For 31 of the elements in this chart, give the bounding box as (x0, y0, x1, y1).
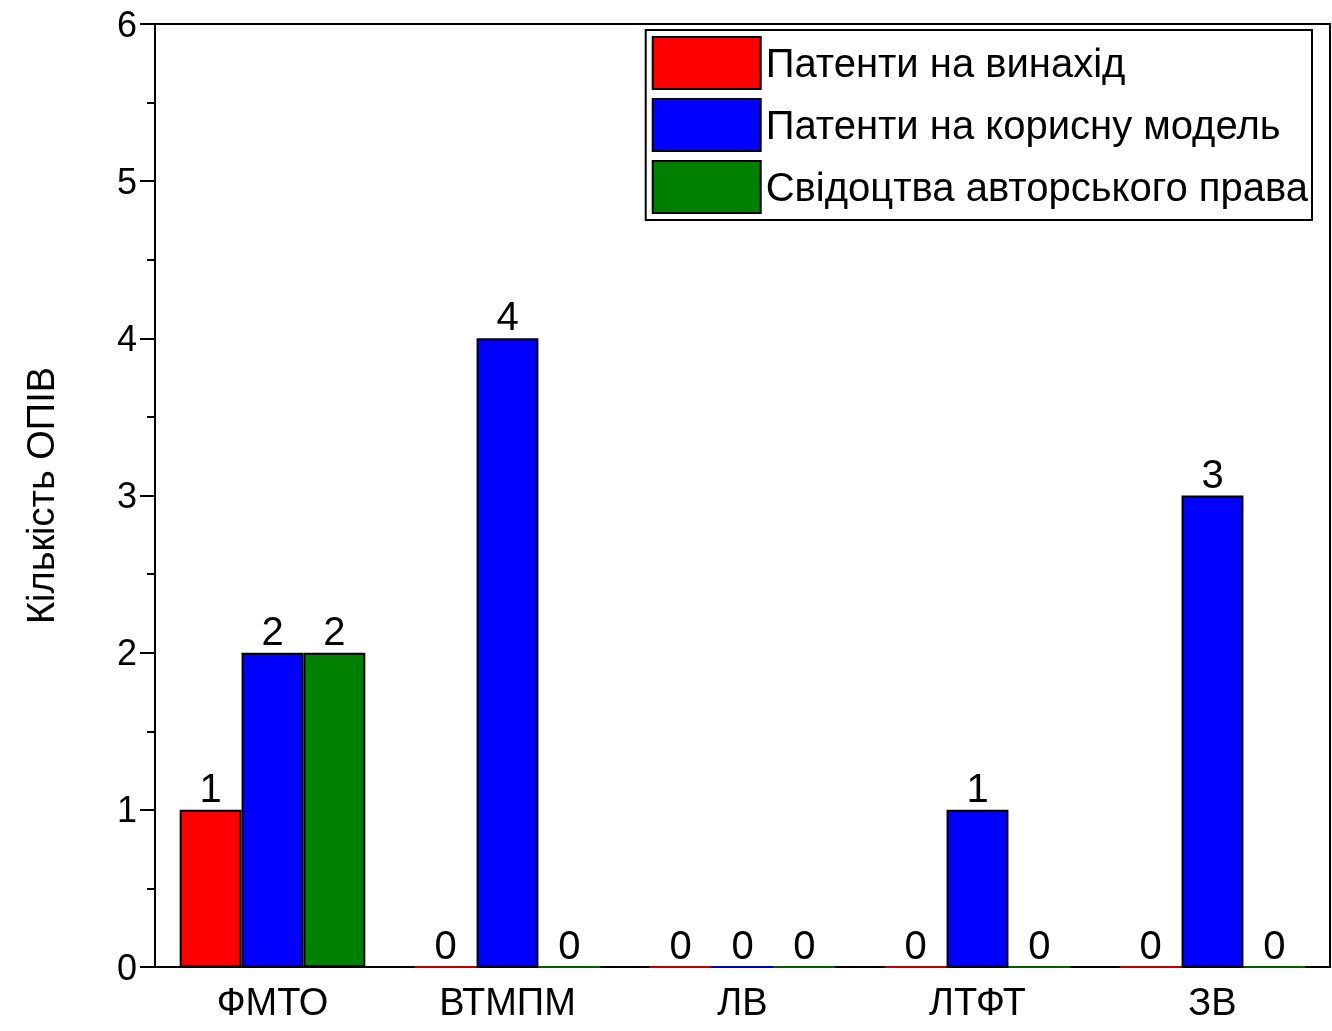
data-label: 2 (323, 608, 346, 653)
data-label: 0 (793, 922, 816, 967)
x-tick-label: ФМТО (216, 981, 329, 1023)
legend-label: Свідоцтва авторського права (765, 165, 1309, 209)
y-tick-label: 0 (116, 946, 137, 988)
x-tick-label: ЛТФТ (929, 981, 1026, 1023)
data-label: 4 (496, 294, 519, 339)
x-tick-label: ЛВ (717, 981, 768, 1023)
x-tick-label: ЗВ (1188, 981, 1237, 1023)
y-tick-label: 5 (116, 160, 137, 202)
y-axis-title: Кількість ОПІВ (20, 366, 62, 625)
y-tick-label: 4 (116, 317, 137, 359)
y-tick-label: 2 (116, 632, 137, 674)
data-label: 1 (966, 765, 989, 810)
data-label: 3 (1201, 451, 1224, 496)
data-label: 2 (261, 608, 284, 653)
data-label: 0 (669, 922, 692, 967)
data-label: 0 (1139, 922, 1162, 967)
x-tick-label: ВТМПМ (439, 981, 576, 1023)
data-label: 0 (434, 922, 457, 967)
legend-label: Патенти на винахід (765, 41, 1126, 85)
data-label: 0 (904, 922, 927, 967)
y-tick-label: 1 (116, 789, 137, 831)
data-label: 0 (1028, 922, 1051, 967)
data-label: 0 (1263, 922, 1286, 967)
y-tick-label: 3 (116, 475, 137, 516)
data-label: 0 (731, 922, 754, 967)
data-label: 1 (199, 765, 222, 810)
data-label: 0 (558, 922, 581, 967)
legend-label: Патенти на корисну модель (765, 103, 1281, 147)
y-tick-label: 6 (116, 3, 137, 45)
